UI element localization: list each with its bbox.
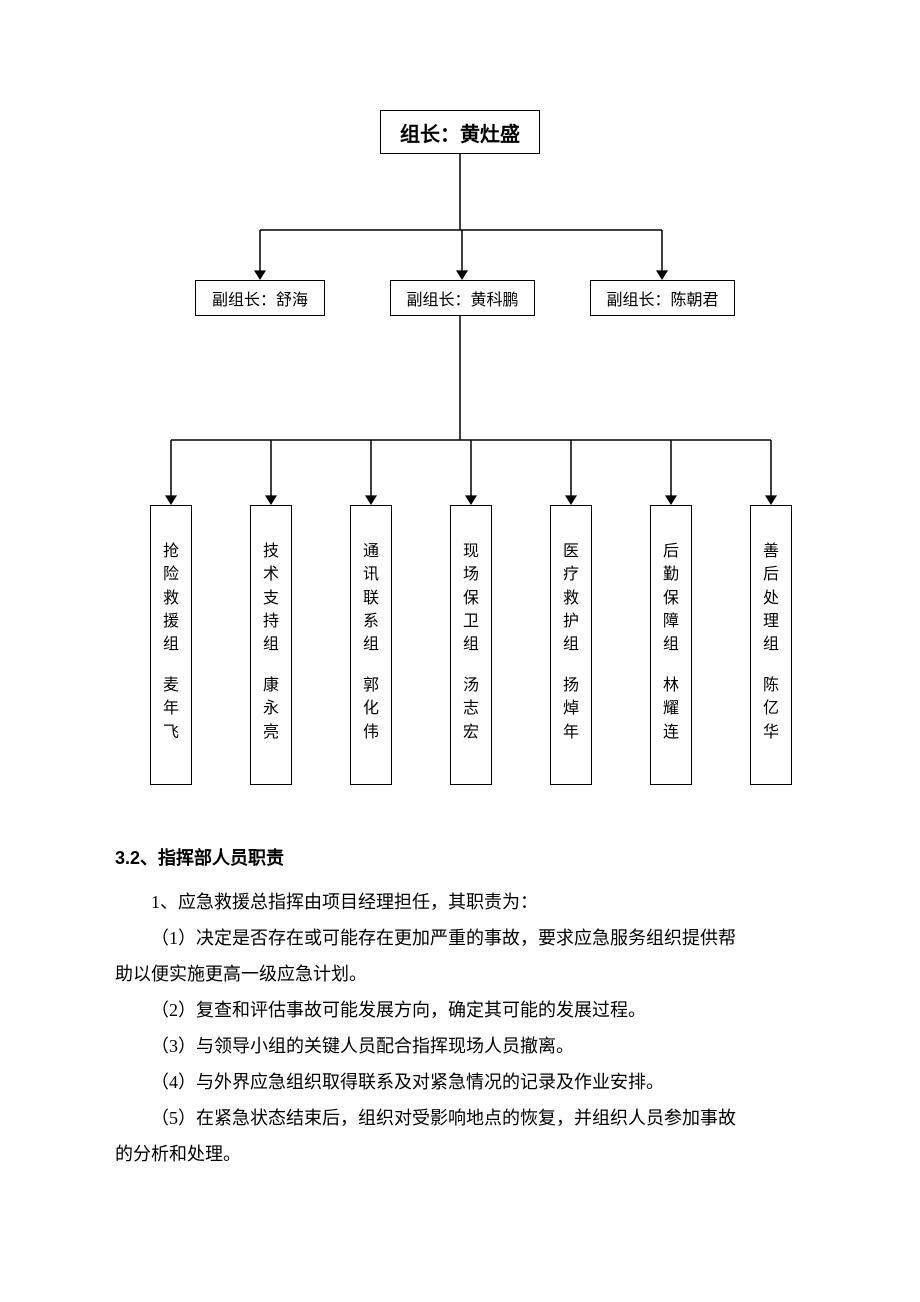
paragraph: （5）在紧急状态结束后，组织对受影响地点的恢复，并组织人员参加事故 bbox=[115, 1100, 805, 1136]
paragraph: （3）与领导小组的关键人员配合指挥现场人员撤离。 bbox=[115, 1028, 805, 1064]
group-name: 后勤保障组 bbox=[663, 540, 679, 656]
group-name: 现场保卫组 bbox=[463, 540, 479, 656]
leader-node: 组长：黄灶盛 bbox=[380, 110, 540, 154]
group-person: 陈亿华 bbox=[763, 674, 779, 744]
paragraph: （2）复查和评估事故可能发展方向，确定其可能的发展过程。 bbox=[115, 992, 805, 1028]
group-node: 现场保卫组汤志宏 bbox=[450, 505, 492, 785]
group-person: 林耀连 bbox=[663, 674, 679, 744]
group-name: 抢险救援组 bbox=[163, 540, 179, 656]
deputy-node: 副组长：黄科鹏 bbox=[390, 280, 535, 316]
group-name: 医疗救护组 bbox=[563, 540, 579, 656]
group-node: 抢险救援组麦年飞 bbox=[150, 505, 192, 785]
section-heading: 3.2、指挥部人员职责 bbox=[115, 840, 805, 876]
group-person: 扬焯年 bbox=[563, 674, 579, 744]
group-person: 康永亮 bbox=[263, 674, 279, 744]
deputy-node: 副组长：舒海 bbox=[195, 280, 325, 316]
paragraph: （4）与外界应急组织取得联系及对紧急情况的记录及作业安排。 bbox=[115, 1064, 805, 1100]
leader-label: 组长：黄灶盛 bbox=[400, 118, 520, 147]
group-node: 善后处理组陈亿华 bbox=[750, 505, 792, 785]
group-node: 医疗救护组扬焯年 bbox=[550, 505, 592, 785]
org-chart: 组长：黄灶盛 副组长：舒海 副组长：黄科鹏 副组长：陈朝君 抢险救援组麦年飞 技… bbox=[115, 110, 805, 790]
paragraph-cont: 助以便实施更高一级应急计划。 bbox=[115, 956, 805, 992]
group-name: 善后处理组 bbox=[763, 540, 779, 656]
group-person: 汤志宏 bbox=[463, 674, 479, 744]
group-person: 郭化伟 bbox=[363, 674, 379, 744]
body-text: 3.2、指挥部人员职责 1、应急救援总指挥由项目经理担任，其职责为： （1）决定… bbox=[115, 840, 805, 1172]
deputy-label: 副组长：陈朝君 bbox=[606, 286, 718, 310]
group-name: 通讯联系组 bbox=[363, 540, 379, 656]
group-node: 技术支持组康永亮 bbox=[250, 505, 292, 785]
deputy-label: 副组长：舒海 bbox=[212, 286, 308, 310]
paragraph: （1）决定是否存在或可能存在更加严重的事故，要求应急服务组织提供帮 bbox=[115, 920, 805, 956]
group-name: 技术支持组 bbox=[263, 540, 279, 656]
group-node: 后勤保障组林耀连 bbox=[650, 505, 692, 785]
deputy-node: 副组长：陈朝君 bbox=[590, 280, 735, 316]
paragraph-cont: 的分析和处理。 bbox=[115, 1136, 805, 1172]
deputy-label: 副组长：黄科鹏 bbox=[406, 286, 518, 310]
paragraph: 1、应急救援总指挥由项目经理担任，其职责为： bbox=[115, 884, 805, 920]
document-page: 组长：黄灶盛 副组长：舒海 副组长：黄科鹏 副组长：陈朝君 抢险救援组麦年飞 技… bbox=[0, 0, 920, 1252]
group-node: 通讯联系组郭化伟 bbox=[350, 505, 392, 785]
group-person: 麦年飞 bbox=[163, 674, 179, 744]
